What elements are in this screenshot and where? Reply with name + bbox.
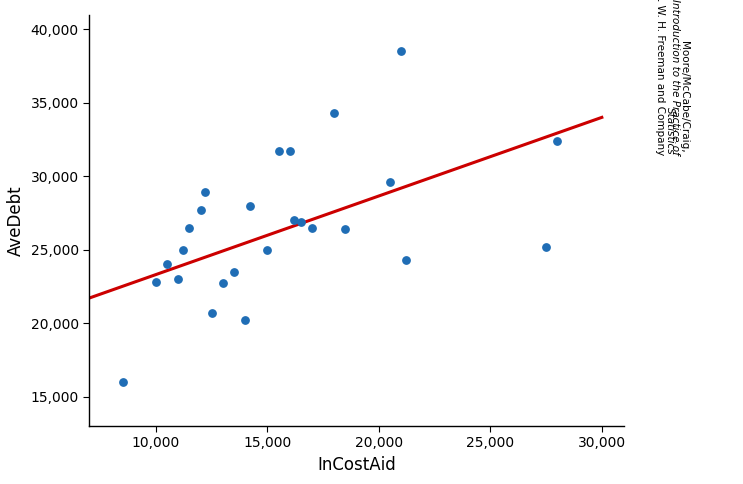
- Point: [161, 260, 173, 268]
- Y-axis label: AveDebt: AveDebt: [7, 185, 25, 256]
- Point: [184, 224, 195, 231]
- Point: [288, 216, 300, 224]
- Point: [199, 188, 211, 196]
- Point: [150, 278, 162, 286]
- Point: [172, 275, 184, 283]
- Point: [295, 218, 307, 226]
- Point: [228, 268, 240, 275]
- Point: [384, 178, 396, 186]
- Text: Statistics: Statistics: [665, 107, 675, 155]
- X-axis label: InCostAid: InCostAid: [317, 456, 396, 474]
- Point: [551, 137, 563, 145]
- Point: [117, 378, 129, 386]
- Point: [244, 202, 256, 210]
- Point: [195, 206, 207, 214]
- Point: [540, 243, 552, 251]
- Text: Moore/McCabe/Craig,: Moore/McCabe/Craig,: [680, 40, 690, 155]
- Point: [328, 109, 340, 117]
- Point: [177, 246, 189, 254]
- Point: [284, 147, 296, 155]
- Point: [400, 256, 412, 264]
- Point: [273, 147, 285, 155]
- Point: [395, 47, 407, 55]
- Point: [340, 225, 351, 233]
- Point: [217, 280, 229, 287]
- Text: 10e, © 2021 W. H. Freeman and Company: 10e, © 2021 W. H. Freeman and Company: [655, 0, 665, 155]
- Point: [206, 309, 218, 317]
- Point: [262, 246, 273, 254]
- Point: [239, 316, 251, 324]
- Text: Introduction to the Practice of: Introduction to the Practice of: [670, 0, 680, 155]
- Point: [306, 224, 318, 231]
